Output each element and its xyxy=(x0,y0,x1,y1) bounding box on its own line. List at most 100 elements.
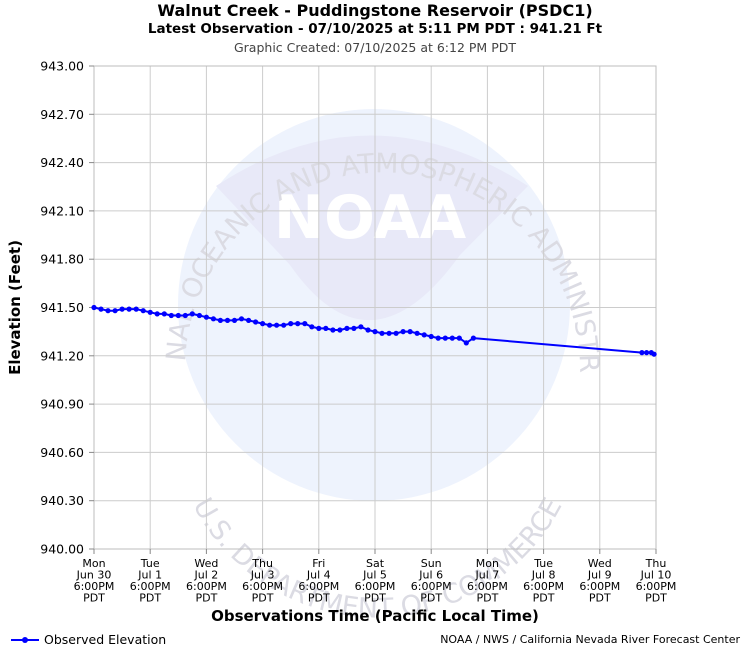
data-point xyxy=(189,311,195,317)
x-tick-label-line: 6:00PM xyxy=(636,580,677,593)
data-point xyxy=(421,332,427,338)
data-point xyxy=(386,330,392,336)
x-tick-label-line: Jul 5 xyxy=(362,569,387,582)
data-point xyxy=(323,325,329,331)
data-point xyxy=(407,329,413,335)
x-tick-label-line: PDT xyxy=(83,592,105,605)
x-tick-label-line: Jul 10 xyxy=(640,569,672,582)
data-point xyxy=(231,317,238,323)
x-tick-label-line: Thu xyxy=(251,557,273,570)
x-tick-label-line: PDT xyxy=(308,592,330,605)
graphic-created: Graphic Created: 07/10/2025 at 6:12 PM P… xyxy=(233,40,516,55)
y-tick-label: 942.70 xyxy=(40,107,84,122)
x-tick-label: Tue Jul 1 6:00PM PDT xyxy=(130,557,171,605)
y-tick-label: 941.80 xyxy=(40,252,84,267)
data-point xyxy=(651,351,657,357)
x-tick-label: Thu Jul 3 6:00PM PDT xyxy=(242,557,283,605)
x-tick-label-line: Wed xyxy=(588,557,612,570)
data-point xyxy=(274,322,280,328)
x-axis-label: Observations Time (Pacific Local Time) xyxy=(211,607,539,625)
data-point xyxy=(442,335,448,341)
x-tick-label: Mon Jun 30 6:00PM PDT xyxy=(74,557,115,605)
data-point xyxy=(351,325,357,331)
data-point xyxy=(119,306,125,312)
x-tick-label-line: Wed xyxy=(194,557,218,570)
x-tick-label-line: PDT xyxy=(476,592,498,605)
data-point xyxy=(302,321,308,327)
x-tick-label-line: Jul 1 xyxy=(137,569,162,582)
data-point xyxy=(449,335,455,341)
y-tick-label: 942.10 xyxy=(40,203,84,218)
x-tick-label-line: PDT xyxy=(139,592,161,605)
x-tick-label-line: Jul 6 xyxy=(418,569,443,582)
data-point xyxy=(267,322,273,328)
y-tick-label: 940.00 xyxy=(40,542,84,557)
noaa-bird-shape xyxy=(216,135,528,321)
x-tick-label-line: PDT xyxy=(589,592,611,605)
data-point xyxy=(238,316,245,322)
data-point xyxy=(217,317,223,323)
x-tick-label-line: PDT xyxy=(533,592,555,605)
x-tick-label-line: PDT xyxy=(645,592,667,605)
data-point xyxy=(456,335,462,341)
x-tick-label-line: 6:00PM xyxy=(579,580,620,593)
data-point xyxy=(196,312,202,319)
x-tick-label-line: PDT xyxy=(195,592,217,605)
data-point xyxy=(281,322,287,328)
data-point xyxy=(168,312,174,319)
y-tick-label: 943.00 xyxy=(40,59,84,74)
legend-label: Observed Elevation xyxy=(44,632,167,647)
x-tick-label-line: 6:00PM xyxy=(355,580,396,593)
x-tick-label-line: Jul 7 xyxy=(475,569,500,582)
noaa-logo-text: NOAA xyxy=(274,183,467,253)
x-tick-label-line: 6:00PM xyxy=(74,580,115,593)
data-point xyxy=(470,335,476,341)
x-tick-label-line: Thu xyxy=(645,557,667,570)
data-point xyxy=(224,317,231,323)
x-tick-label-line: 6:00PM xyxy=(523,580,564,593)
data-point xyxy=(428,333,434,340)
data-point xyxy=(365,327,371,333)
x-tick-label: Sat Jul 5 6:00PM PDT xyxy=(355,557,396,605)
data-point xyxy=(182,312,188,319)
x-tick-label-line: Sun xyxy=(421,557,442,570)
data-point xyxy=(463,340,469,346)
chart-title: Walnut Creek - Puddingstone Reservoir (P… xyxy=(157,1,593,20)
x-tick-label-line: 6:00PM xyxy=(411,580,452,593)
x-tick-label-line: Jul 8 xyxy=(531,569,556,582)
data-point xyxy=(253,319,259,325)
x-tick-label-line: Sat xyxy=(366,557,385,570)
x-tick-label-line: PDT xyxy=(364,592,386,605)
data-point xyxy=(175,312,181,319)
x-tick-label-line: Tue xyxy=(533,557,553,570)
x-tick-label: Wed Jul 9 6:00PM PDT xyxy=(579,557,620,605)
x-tick-label: Sun Jul 6 6:00PM PDT xyxy=(411,557,452,605)
x-tick-label-line: PDT xyxy=(252,592,274,605)
legend: Observed Elevation xyxy=(10,632,166,647)
data-point xyxy=(295,321,301,327)
data-point xyxy=(372,329,378,335)
x-tick-label: Thu Jul 10 6:00PM PDT xyxy=(636,557,677,605)
y-tick-label: 940.90 xyxy=(40,397,84,412)
data-point xyxy=(246,317,252,323)
data-point xyxy=(644,350,650,356)
x-tick-label-line: Jul 9 xyxy=(587,569,612,582)
x-tick-label-line: 6:00PM xyxy=(242,580,283,593)
data-point xyxy=(260,321,266,327)
data-point xyxy=(379,330,385,336)
latest-observation: Latest Observation - 07/10/2025 at 5:11 … xyxy=(147,21,603,37)
x-tick-label-line: Tue xyxy=(140,557,160,570)
data-point xyxy=(91,304,97,311)
data-point xyxy=(393,330,399,336)
data-point xyxy=(112,308,118,314)
data-point xyxy=(344,325,350,331)
x-tick-label-line: Mon xyxy=(476,557,499,570)
y-tick-label: 941.50 xyxy=(40,300,84,315)
x-tick-label-line: 6:00PM xyxy=(186,580,227,593)
x-tick-label-line: 6:00PM xyxy=(298,580,339,593)
x-tick-label-line: PDT xyxy=(420,592,442,605)
x-tick-label: Mon Jul 7 6:00PM PDT xyxy=(467,557,508,605)
y-axis: 940.00 940.30 940.60 940.90 941.20 941.50 941.… xyxy=(40,59,94,557)
legend-marker-icon xyxy=(11,636,39,643)
